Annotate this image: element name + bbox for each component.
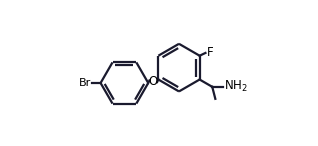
Text: O: O: [149, 75, 158, 88]
Text: Br: Br: [79, 78, 91, 88]
Text: NH$_2$: NH$_2$: [224, 79, 248, 94]
Text: F: F: [206, 46, 213, 59]
